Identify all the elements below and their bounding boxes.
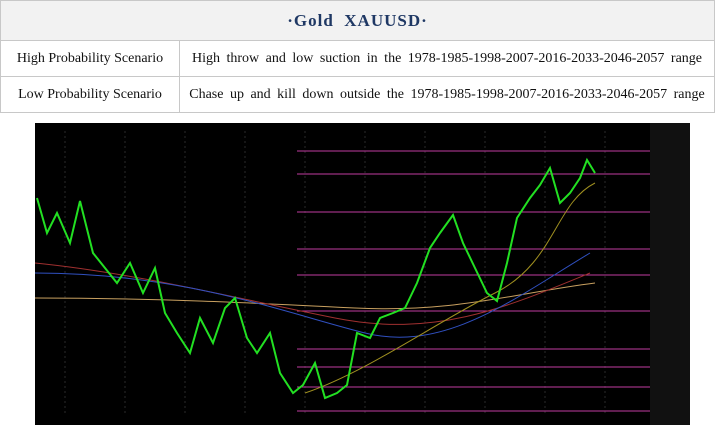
table-cell: High Probability Scenario bbox=[0, 40, 180, 77]
table-cell: Chase up and kill down outside the 1978-… bbox=[179, 76, 715, 113]
table-cell: Low Probability Scenario bbox=[0, 76, 180, 113]
chart-grid bbox=[64, 131, 606, 413]
table-row: Low Probability Scenario Chase up and ki… bbox=[0, 76, 715, 113]
title: ·Gold XAUUSD· bbox=[0, 0, 715, 41]
chart-image bbox=[35, 123, 690, 425]
table-cell: High throw and low suction in the 1978-1… bbox=[179, 40, 715, 77]
price-series bbox=[36, 157, 596, 400]
level-lines bbox=[297, 150, 650, 412]
table-row: High Probability Scenario High throw and… bbox=[0, 40, 715, 77]
moving-averages bbox=[35, 182, 596, 394]
price-scale bbox=[650, 123, 690, 425]
scenario-table: High Probability Scenario High throw and… bbox=[0, 40, 715, 113]
